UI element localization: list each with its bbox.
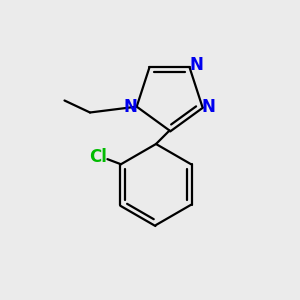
Text: N: N [202,98,216,116]
Text: N: N [189,56,203,74]
Text: Cl: Cl [89,148,107,166]
Text: N: N [123,98,137,116]
